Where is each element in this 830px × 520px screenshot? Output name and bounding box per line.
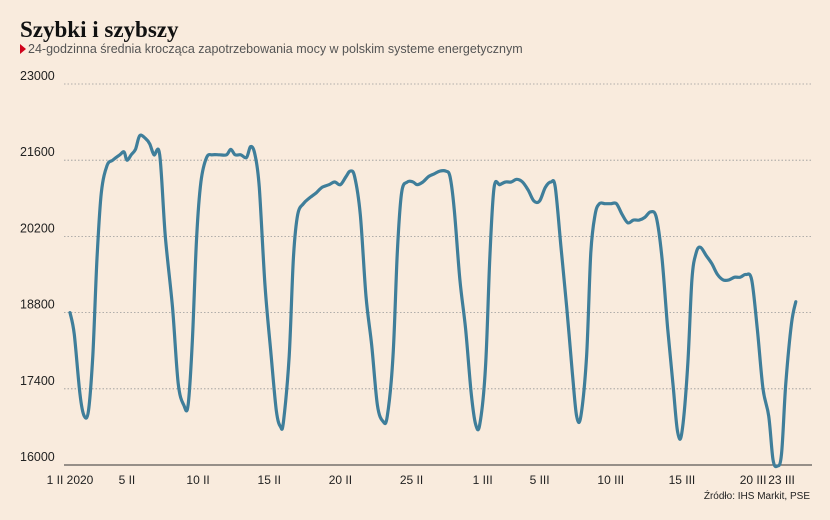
x-tick-label: 25 II <box>400 473 423 487</box>
series-line-0 <box>68 133 798 469</box>
x-tick-label: 20 II <box>329 473 352 487</box>
series-group <box>68 133 798 469</box>
x-tick-label: 1 II 2020 <box>47 473 94 487</box>
x-tick-label: 15 III <box>669 473 696 487</box>
chart-subtitle-text: 24-godzinna średnia krocząca zapotrzebow… <box>28 42 523 56</box>
y-tick-label: 20200 <box>20 221 55 235</box>
grid-lines <box>64 83 812 466</box>
x-tick-label: 1 III <box>473 473 493 487</box>
x-tick-label: 23 III <box>768 473 795 487</box>
y-tick-label: 16000 <box>20 450 55 464</box>
subtitle-marker-icon <box>20 44 26 54</box>
x-tick-label: 10 II <box>186 473 209 487</box>
x-tick-label: 10 III <box>597 473 624 487</box>
y-tick-label: 18800 <box>20 298 55 312</box>
y-axis: 16000 17400 18800 20200 21600 23000 <box>20 69 55 464</box>
y-tick-label: 17400 <box>20 374 55 388</box>
x-tick-label: 5 III <box>530 473 550 487</box>
x-tick-label: 5 II <box>119 473 136 487</box>
x-tick-label: 15 II <box>258 473 281 487</box>
y-tick-label: 21600 <box>20 145 55 159</box>
source-note: Źródło: IHS Markit, PSE <box>703 491 810 502</box>
chart-subtitle: 24-godzinna średnia krocząca zapotrzebow… <box>20 42 523 56</box>
x-axis: 1 II 2020 5 II 10 II 15 II 20 II 25 II 1 III 5 … <box>47 473 795 487</box>
chart-title: Szybki i szybszy <box>20 17 179 42</box>
y-tick-label: 23000 <box>20 69 55 83</box>
x-tick-label: 20 III <box>740 473 767 487</box>
